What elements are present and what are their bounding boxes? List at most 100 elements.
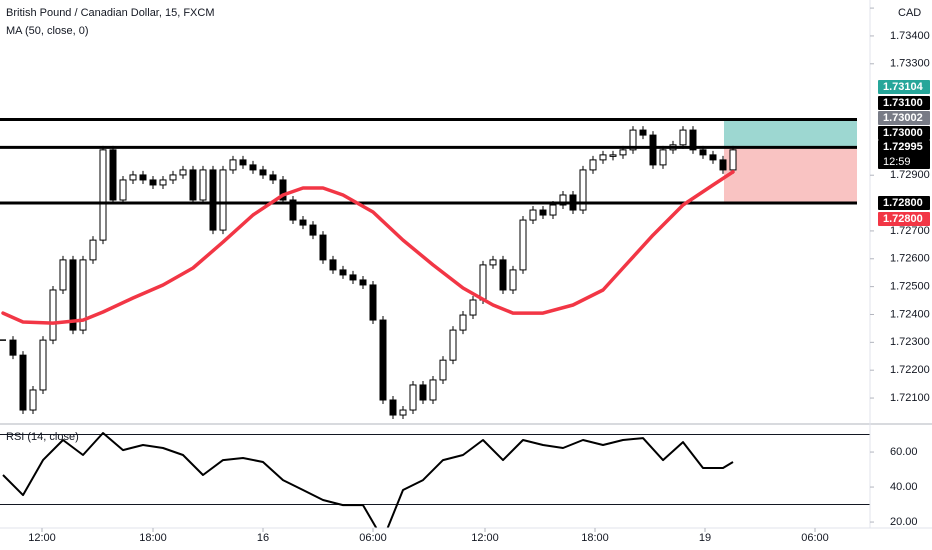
candle <box>529 209 537 221</box>
price-label: 1.73100 <box>883 97 923 109</box>
candle <box>589 159 597 171</box>
candle <box>59 259 67 291</box>
candle <box>559 194 567 206</box>
candle <box>729 149 737 171</box>
candle <box>379 319 387 401</box>
candle <box>579 169 587 211</box>
x-tick-label: 06:00 <box>359 532 387 544</box>
candle <box>439 359 447 381</box>
x-tick-label: 16 <box>257 532 269 544</box>
y-tick-label: 1.72300 <box>890 336 930 348</box>
candle <box>639 129 647 136</box>
candle <box>89 239 97 261</box>
candle <box>289 199 297 221</box>
candle <box>329 259 337 271</box>
x-tick-label: 19 <box>699 532 711 544</box>
countdown: 12:59 <box>883 156 911 168</box>
candle <box>659 149 667 166</box>
currency: CAD <box>898 7 921 19</box>
y-tick-label: 1.72600 <box>890 253 930 265</box>
candle <box>219 169 227 231</box>
candle <box>699 149 707 156</box>
candle <box>599 154 607 161</box>
candle <box>229 159 237 171</box>
ma-line <box>1 170 735 325</box>
price-label: 1.72800 <box>883 213 923 225</box>
candle <box>149 179 157 186</box>
candle <box>539 209 547 216</box>
candle <box>19 354 27 411</box>
candle <box>269 174 277 181</box>
price-pane <box>0 117 857 420</box>
candle <box>399 409 407 416</box>
price-label: 1.73000 <box>883 127 923 139</box>
price-label-bg <box>878 111 930 125</box>
y-tick-label: 1.72700 <box>890 225 930 237</box>
x-tick-label: 18:00 <box>139 532 167 544</box>
candle <box>9 339 17 356</box>
candle <box>369 284 377 321</box>
price-label-bg <box>878 80 930 94</box>
time-axis-bg <box>0 528 932 550</box>
price-label: 1.73002 <box>883 112 923 124</box>
candle <box>199 169 207 201</box>
candle <box>79 259 87 331</box>
candle <box>719 159 727 171</box>
candle <box>629 129 637 151</box>
candle <box>389 399 397 416</box>
candle <box>679 129 687 146</box>
chart-title: British Pound / Canadian Dollar, 15, FXC… <box>6 7 215 19</box>
candle <box>39 339 47 391</box>
y-tick-label: 1.73400 <box>890 30 930 42</box>
price-label: 1.73104 <box>883 81 924 93</box>
candle <box>69 259 77 331</box>
candle <box>349 274 357 281</box>
price-label-bg <box>878 212 930 226</box>
candle <box>169 174 177 181</box>
candle <box>339 269 347 276</box>
price-label-bg <box>878 126 930 140</box>
candle <box>259 169 267 176</box>
candle <box>489 259 497 266</box>
candle <box>179 169 187 176</box>
candle <box>449 329 457 361</box>
candle <box>709 154 717 161</box>
candle <box>319 234 327 261</box>
candle <box>429 379 437 401</box>
candle <box>249 164 257 171</box>
y-tick-label: 1.72100 <box>890 392 930 404</box>
candle <box>29 389 37 411</box>
candle <box>649 134 657 166</box>
x-tick-label: 12:00 <box>28 532 56 544</box>
y-tick-label: 1.72500 <box>890 281 930 293</box>
x-tick-label: 12:00 <box>471 532 499 544</box>
candle <box>499 259 507 291</box>
rsi-tick-label: 20.00 <box>890 516 918 528</box>
candle <box>139 174 147 181</box>
ma-legend: MA (50, close, 0) <box>6 25 89 37</box>
candle <box>129 174 137 181</box>
candle <box>419 384 427 401</box>
candle <box>519 219 527 271</box>
y-tick-label: 1.72400 <box>890 308 930 320</box>
price-label: 1.72800 <box>883 197 923 209</box>
rsi-legend: RSI (14, close) <box>6 431 79 443</box>
candle <box>619 149 627 156</box>
currency-bg <box>880 0 932 20</box>
rsi-tick-label: 60.00 <box>890 446 918 458</box>
candle <box>209 169 217 231</box>
candle <box>309 224 317 236</box>
candle <box>509 269 517 291</box>
candle <box>609 154 617 157</box>
candle <box>99 149 107 241</box>
candle <box>109 149 117 201</box>
candle <box>189 169 197 201</box>
candle <box>159 179 167 186</box>
position-stop <box>724 147 857 204</box>
candle <box>279 179 287 201</box>
candle <box>469 299 477 316</box>
rsi-pane <box>0 432 870 528</box>
candle <box>459 314 467 331</box>
